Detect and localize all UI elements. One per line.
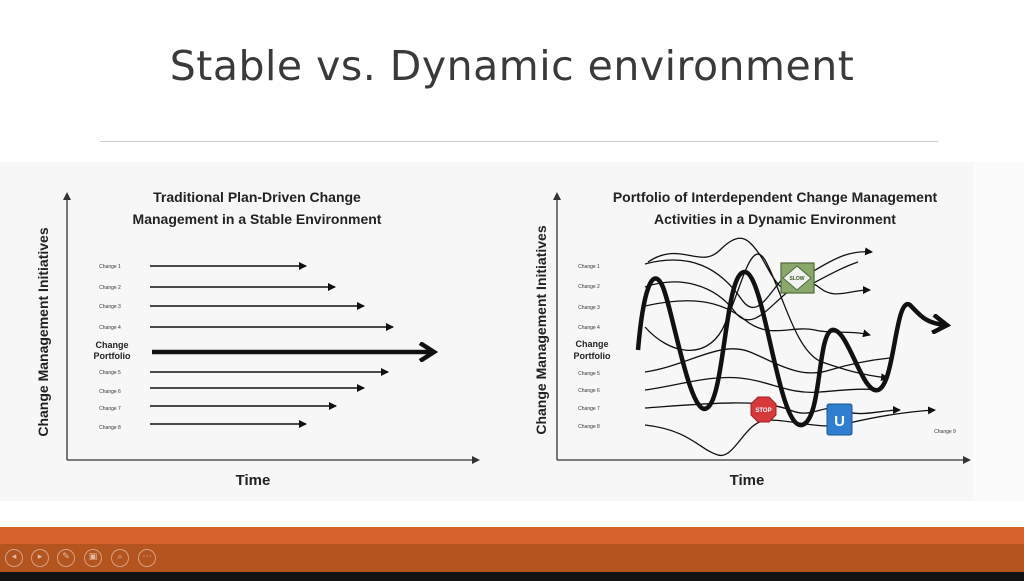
u-turn-sign-icon: U (826, 403, 853, 436)
slow-sign-label: SLOW (790, 276, 805, 282)
right-row-label-3: Change 3 (578, 305, 600, 311)
previous-icon[interactable]: ◂ (5, 549, 23, 567)
right-row-label-1: Change 1 (578, 264, 600, 270)
stable-environment-diagram: Traditional Plan-Driven Change Managemen… (35, 189, 480, 489)
left-title-line1: Traditional Plan-Driven Change (153, 189, 361, 205)
dynamic-environment-diagram: Portfolio of Interdependent Change Manag… (533, 189, 971, 489)
left-row-label-5: Change 5 (99, 370, 121, 376)
dynamic-portfolio-path (635, 269, 945, 428)
figure-edge (973, 162, 1024, 501)
left-row-label-6: Change 6 (99, 389, 121, 395)
stop-sign-label: STOP (755, 408, 771, 414)
right-y-axis-label: Change Management Initiatives (533, 225, 549, 434)
bottom-strip (0, 572, 1024, 581)
left-title-line2: Management in a Stable Environment (133, 211, 382, 227)
left-portfolio-label-line1: Change (95, 340, 128, 350)
footer-accent-bar (0, 527, 1024, 544)
right-row-label-8: Change 8 (578, 424, 600, 430)
right-row-label-6: Change 6 (578, 388, 600, 394)
dynamic-change-path-2 (644, 281, 871, 321)
u-turn-sign-label: U (834, 413, 845, 430)
title-divider (100, 141, 938, 142)
left-row-label-2: Change 2 (99, 285, 121, 291)
figure-panel (0, 162, 973, 501)
left-portfolio-label-line2: Portfolio (94, 351, 131, 361)
slow-sign-icon: SLOW (780, 262, 815, 294)
left-y-axis-label: Change Management Initiatives (35, 227, 51, 436)
next-icon[interactable]: ▸ (31, 549, 49, 567)
right-x-axis-label: Time (730, 472, 765, 489)
right-row-label-2: Change 2 (578, 284, 600, 290)
dynamic-change-path-4 (644, 253, 889, 382)
slides-icon[interactable]: ▣ (84, 549, 102, 567)
right-row-label-5: Change 5 (578, 371, 600, 377)
left-row-label-7: Change 7 (99, 406, 121, 412)
left-row-label-4: Change 4 (99, 325, 121, 331)
dynamic-change-path-6 (644, 376, 881, 394)
right-title-line2: Activities in a Dynamic Environment (654, 211, 896, 227)
right-portfolio-label-line1: Change (575, 339, 608, 349)
left-row-label-3: Change 3 (99, 304, 121, 310)
left-row-label-8: Change 8 (99, 425, 121, 431)
dynamic-change-path-1 (644, 247, 873, 309)
right-row-label-4: Change 4 (578, 325, 600, 331)
zoom-icon[interactable]: ⌕ (111, 549, 129, 567)
right-row-label-7: Change 7 (578, 406, 600, 412)
left-row-label-1: Change 1 (99, 264, 121, 270)
more-icon[interactable]: ⋯ (138, 549, 156, 567)
right-title-line1: Portfolio of Interdependent Change Manag… (613, 189, 938, 205)
right-end-label: Change 9 (934, 429, 956, 435)
right-portfolio-label-line2: Portfolio (574, 351, 611, 361)
pen-icon[interactable]: ✎ (57, 549, 75, 567)
dynamic-change-path-9 (647, 237, 859, 293)
left-x-axis-label: Time (236, 472, 271, 489)
stop-sign-icon: STOP (750, 396, 777, 423)
slide-title: Stable vs. Dynamic environment (169, 42, 855, 90)
